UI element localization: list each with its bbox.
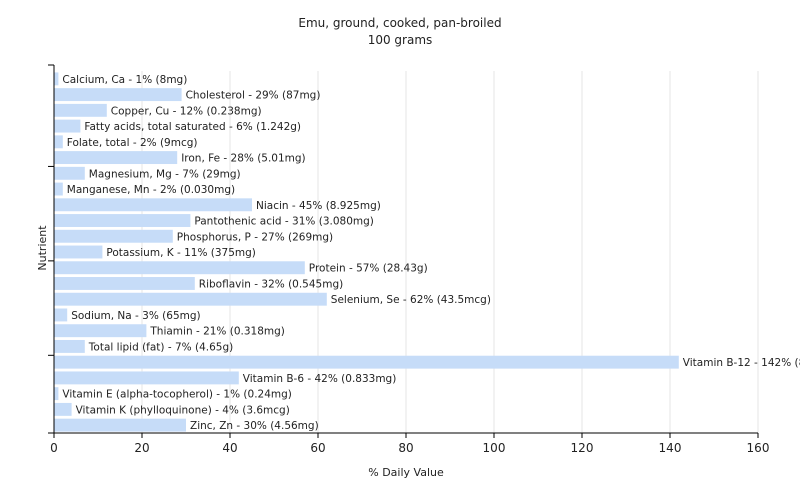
bar — [54, 261, 305, 275]
x-tick-label: 160 — [747, 441, 770, 455]
bar — [54, 166, 85, 180]
grid-lines — [141, 71, 759, 433]
x-tick-label: 0 — [50, 441, 58, 455]
bar-label: Vitamin B-6 - 42% (0.833mg) — [243, 373, 397, 385]
x-tick-label: 100 — [483, 441, 506, 455]
x-tick-label: 120 — [571, 441, 594, 455]
chart-subtitle: 100 grams — [368, 33, 433, 47]
bar-label: Niacin - 45% (8.925mg) — [256, 200, 381, 212]
bar-label: Total lipid (fat) - 7% (4.65g) — [88, 341, 233, 353]
bar — [54, 151, 178, 165]
bar-label: Fatty acids, total saturated - 6% (1.242… — [84, 121, 301, 133]
bar — [54, 119, 81, 133]
bar-label: Calcium, Ca - 1% (8mg) — [62, 74, 187, 86]
bar — [54, 355, 679, 369]
bar-label: Riboflavin - 32% (0.545mg) — [199, 278, 343, 290]
bar-label: Magnesium, Mg - 7% (29mg) — [89, 168, 241, 180]
bar — [54, 229, 173, 243]
bar — [54, 198, 252, 212]
bar-label: Iron, Fe - 28% (5.01mg) — [181, 153, 305, 165]
bar — [54, 135, 63, 149]
bar-label: Thiamin - 21% (0.318mg) — [149, 326, 285, 338]
bar-label: Sodium, Na - 3% (65mg) — [71, 310, 200, 322]
bar-label: Zinc, Zn - 30% (4.56mg) — [190, 420, 319, 432]
bar — [54, 371, 239, 385]
bar — [54, 72, 59, 86]
bar — [54, 292, 327, 306]
x-axis-ticks: 0 20 40 60 80 100 120 140 160 — [50, 433, 769, 455]
bar — [54, 214, 191, 227]
bar-label: Pantothenic acid - 31% (3.080mg) — [194, 216, 373, 228]
bar — [54, 103, 107, 117]
x-tick-label: 20 — [134, 441, 149, 455]
bar-label: Cholesterol - 29% (87mg) — [186, 90, 321, 102]
x-tick-label: 140 — [659, 441, 682, 455]
bar — [54, 339, 85, 353]
bar-label: Potassium, K - 11% (375mg) — [106, 247, 256, 259]
bar-label: Copper, Cu - 12% (0.238mg) — [111, 105, 262, 117]
bar — [54, 245, 103, 259]
bar — [54, 324, 147, 338]
bar-label: Selenium, Se - 62% (43.5mcg) — [331, 294, 491, 306]
bar — [54, 88, 182, 102]
bar-label: Manganese, Mn - 2% (0.030mg) — [67, 184, 235, 196]
bar-label: Vitamin B-12 - 142% (8.52mcg) — [683, 357, 800, 369]
y-axis-title: Nutrient — [36, 225, 49, 271]
bars: Calcium, Ca - 1% (8mg) Cholesterol - 29% … — [54, 72, 800, 432]
bar-label: Vitamin K (phylloquinone) - 4% (3.6mcg) — [76, 404, 290, 416]
x-axis-title: % Daily Value — [368, 466, 444, 479]
bar-label: Protein - 57% (28.43g) — [309, 263, 428, 275]
bar — [54, 402, 72, 416]
bar-label: Vitamin E (alpha-tocopherol) - 1% (0.24m… — [62, 389, 292, 401]
bar — [54, 182, 63, 196]
chart-title: Emu, ground, cooked, pan-broiled — [298, 16, 501, 30]
x-tick-label: 40 — [222, 441, 237, 455]
bar-label: Folate, total - 2% (9mcg) — [67, 137, 198, 149]
bar — [54, 418, 186, 432]
bar-label: Phosphorus, P - 27% (269mg) — [177, 231, 333, 243]
x-tick-label: 80 — [398, 441, 413, 455]
bar — [54, 277, 195, 290]
bar — [54, 308, 68, 322]
bar — [54, 387, 59, 401]
x-tick-label: 60 — [310, 441, 325, 455]
